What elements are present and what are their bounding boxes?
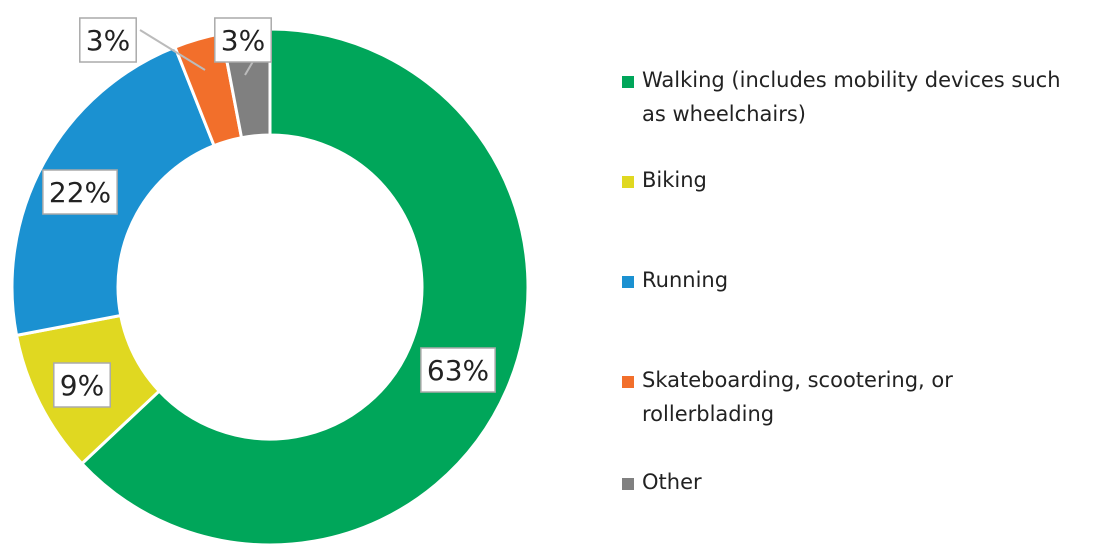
legend-swatch [622,76,634,88]
legend-label: Other [642,470,702,494]
legend-item: Biking [622,168,1082,197]
legend-item: Walking (includes mobility devices such … [622,68,1082,131]
leader-line [139,29,206,71]
data-label-box [79,17,137,63]
legend-label: Walking (includes mobility devices such … [642,68,1061,126]
legend-swatch [622,478,634,490]
legend-label: Running [642,268,729,292]
data-label-box [42,169,118,215]
data-label-box [53,362,111,408]
data-labels: 63% 9% 22% 3% 3% [42,17,496,408]
legend-label: Skateboarding, scootering, or rollerblad… [642,368,953,426]
wedge [79,27,530,544]
legend-swatch [622,376,634,388]
data-label-box [214,17,272,63]
legend-item: Skateboarding, scootering, or rollerblad… [622,368,1082,431]
data-label: 3% [86,24,130,57]
data-label: 9% [60,369,104,402]
wedges [10,27,530,544]
legend-swatch [622,276,634,288]
legend-label: Biking [642,168,707,192]
chart: 63% 9% 22% 3% 3% [10,17,530,544]
legend-item: Running [622,268,1082,297]
legend-swatch [622,176,634,188]
data-label: 63% [427,354,489,387]
data-label-box [420,347,496,393]
data-label: 3% [221,24,265,57]
legend-item: Other [622,470,1082,499]
data-label: 22% [49,176,111,209]
